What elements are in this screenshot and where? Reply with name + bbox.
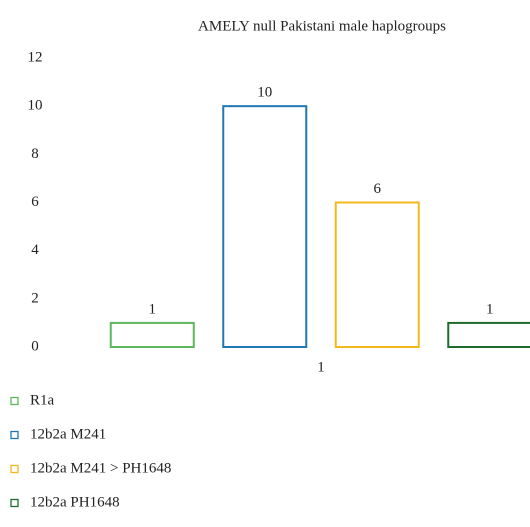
y-tick-label: 12 — [28, 49, 43, 65]
bar — [447, 321, 530, 348]
value-label: 1 — [486, 301, 494, 317]
bar — [334, 201, 420, 348]
x-tick-label: 1 — [317, 359, 325, 375]
y-tick-label: 0 — [31, 338, 39, 354]
bar — [109, 321, 195, 348]
legend-swatch — [10, 498, 19, 508]
y-tick-label: 4 — [31, 242, 39, 258]
chart-title: AMELY null Pakistani male haplogroups — [198, 18, 446, 34]
y-tick-label: 2 — [31, 290, 39, 306]
legend-label: 12b2a M241 > PH1648 — [30, 460, 171, 476]
legend-swatch — [10, 464, 19, 474]
bar — [222, 105, 308, 348]
legend-label: R1a — [30, 392, 55, 408]
legend-swatch — [10, 396, 19, 406]
value-label: 10 — [257, 85, 272, 101]
value-label: 6 — [374, 181, 382, 197]
y-tick-label: 10 — [28, 98, 43, 114]
value-label: 1 — [149, 301, 157, 317]
legend-label: 12b2a M241 — [30, 426, 106, 442]
y-tick-label: 8 — [31, 146, 39, 162]
legend-label: 12b2a PH1648 — [30, 494, 120, 510]
legend-swatch — [10, 430, 19, 440]
y-tick-label: 6 — [31, 194, 39, 210]
